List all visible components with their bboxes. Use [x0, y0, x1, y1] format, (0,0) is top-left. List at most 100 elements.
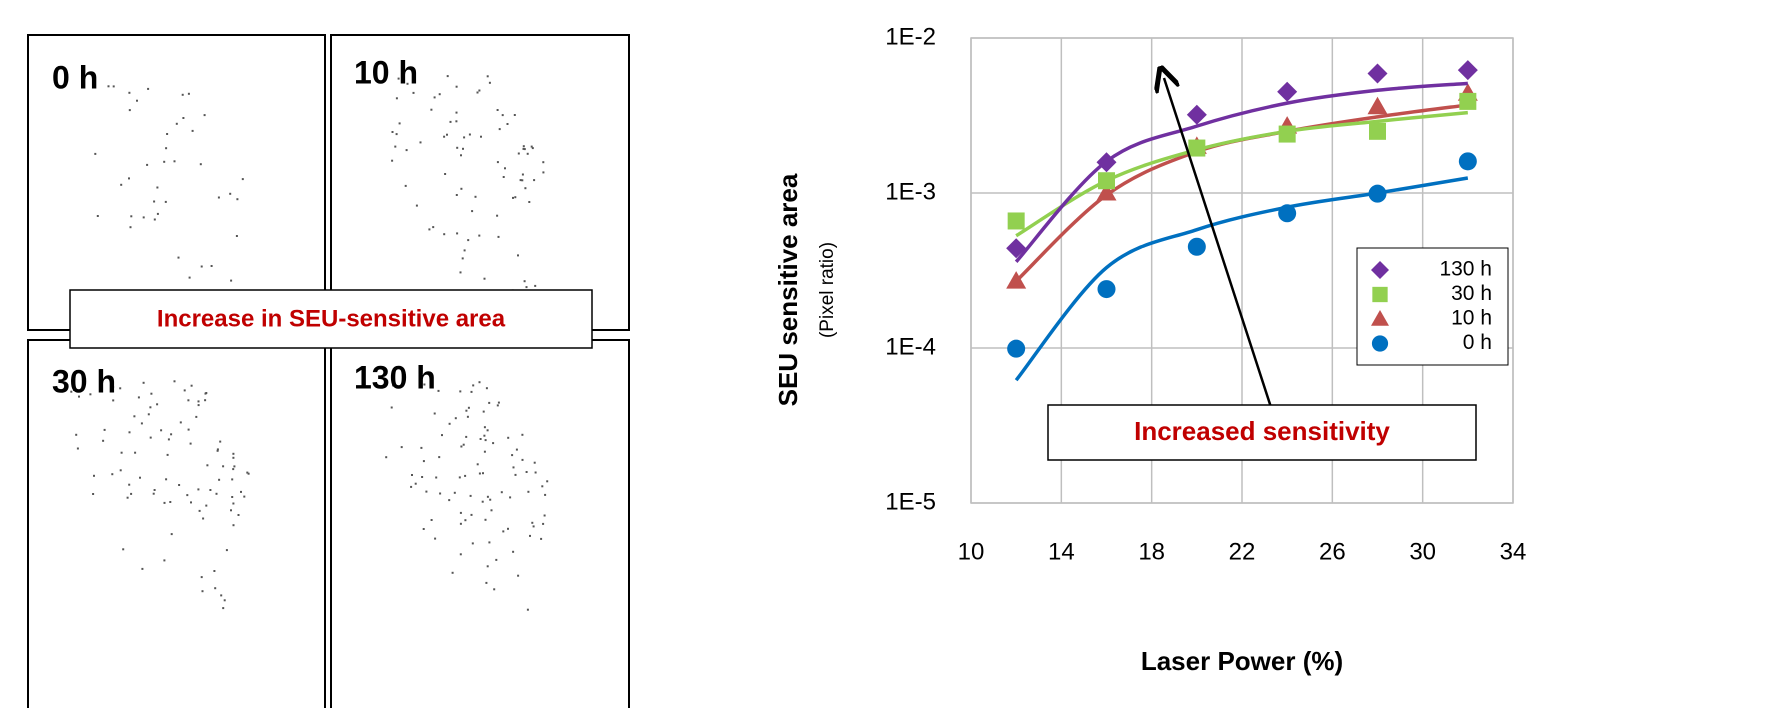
dot — [156, 187, 158, 189]
dot — [75, 434, 77, 436]
annotation-text: Increased sensitivity — [1134, 416, 1390, 446]
dot — [463, 136, 465, 138]
dot — [464, 519, 466, 521]
dot — [425, 491, 427, 493]
dot — [93, 475, 95, 477]
dot — [544, 494, 546, 496]
dot — [498, 236, 500, 238]
dot — [232, 453, 234, 455]
dot — [542, 171, 544, 173]
dot — [528, 201, 530, 203]
dot — [77, 448, 79, 450]
dot — [240, 491, 242, 493]
x-tick-label: 14 — [1048, 538, 1075, 565]
dot — [455, 417, 457, 419]
data-point — [1368, 97, 1388, 115]
dot — [463, 444, 465, 446]
dot — [129, 109, 131, 111]
dot — [120, 469, 122, 471]
dot — [385, 456, 387, 458]
dot — [434, 413, 436, 415]
dot — [446, 134, 448, 136]
dot — [456, 232, 458, 234]
dot — [524, 148, 526, 150]
dot — [231, 496, 233, 498]
dot — [201, 266, 203, 268]
dot — [202, 590, 204, 592]
figure: 0 h 10 h 30 h 130 h Increase in SEU-sens… — [0, 0, 1780, 708]
dot — [482, 472, 484, 474]
dot — [546, 480, 548, 482]
y-axis-sublabel: (Pixel ratio) — [817, 242, 838, 338]
dot — [102, 440, 104, 442]
dot — [143, 216, 145, 218]
legend-label: 10 h — [1451, 307, 1492, 330]
dot — [214, 587, 216, 589]
dot — [495, 559, 497, 561]
dot — [187, 399, 189, 401]
legend-label: 0 h — [1463, 331, 1492, 354]
dot — [480, 136, 482, 138]
dot — [222, 607, 224, 609]
dot — [439, 493, 441, 495]
dot — [516, 449, 518, 451]
dot — [482, 501, 484, 503]
dot — [441, 434, 443, 436]
dot — [167, 454, 169, 456]
dot — [462, 257, 464, 259]
panel-label: 10 h — [354, 54, 418, 90]
y-tick-label: 1E-3 — [885, 178, 936, 205]
dot — [449, 423, 451, 425]
dot — [191, 385, 193, 387]
dot — [517, 575, 519, 577]
dot — [544, 515, 546, 517]
y-tick-label: 1E-4 — [885, 333, 936, 360]
dot — [169, 501, 171, 503]
dot — [434, 96, 436, 98]
dot — [487, 565, 489, 567]
dot — [178, 257, 180, 259]
dot — [410, 486, 412, 488]
dot — [113, 85, 115, 87]
dot — [112, 399, 114, 401]
dot — [220, 594, 222, 596]
dot — [527, 153, 529, 155]
dot — [128, 92, 130, 94]
dot — [471, 514, 473, 516]
dot — [217, 450, 219, 452]
legend-marker — [1372, 335, 1388, 351]
data-point — [1369, 123, 1386, 140]
dot — [394, 146, 396, 148]
dot — [502, 530, 504, 532]
dot — [233, 524, 235, 526]
dot — [230, 509, 232, 511]
dot — [218, 479, 220, 481]
dot — [470, 495, 472, 497]
dot — [483, 411, 485, 413]
dot — [497, 161, 499, 163]
dot — [232, 457, 234, 459]
x-tick-label: 22 — [1229, 538, 1256, 565]
dot — [138, 396, 140, 398]
dot — [190, 501, 192, 503]
dot — [218, 197, 220, 199]
dot — [514, 196, 516, 198]
dot — [486, 387, 488, 389]
dot — [488, 402, 490, 404]
dot — [531, 146, 533, 148]
dot — [108, 85, 110, 87]
dot — [396, 133, 398, 135]
dot — [515, 474, 517, 476]
dot — [465, 410, 467, 412]
dot — [128, 484, 130, 486]
dot — [392, 131, 394, 133]
dot — [491, 509, 493, 511]
dot — [163, 559, 165, 561]
dot — [541, 485, 543, 487]
dot — [130, 226, 132, 228]
dot — [199, 510, 201, 512]
dot — [460, 271, 462, 273]
dot — [415, 483, 417, 485]
dot — [507, 437, 509, 439]
dot — [460, 523, 462, 525]
